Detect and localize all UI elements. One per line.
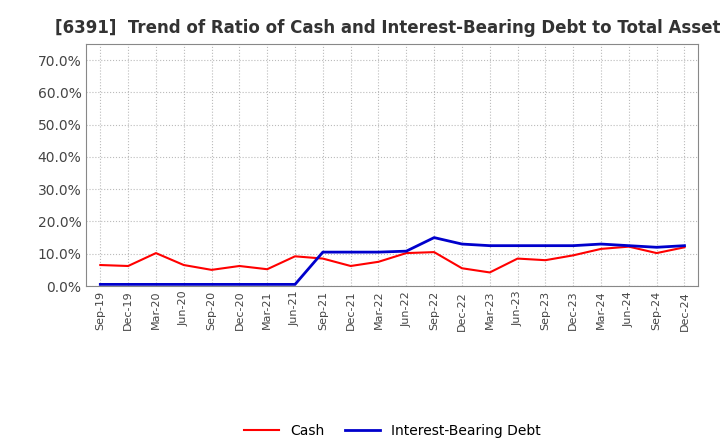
Interest-Bearing Debt: [485, 243, 494, 248]
Title: [6391]  Trend of Ratio of Cash and Interest-Bearing Debt to Total Assets: [6391] Trend of Ratio of Cash and Intere…: [55, 19, 720, 37]
Interest-Bearing Debt: [513, 243, 522, 248]
Cash: [624, 244, 633, 249]
Interest-Bearing Debt: [652, 245, 661, 250]
Interest-Bearing Debt: [541, 243, 550, 248]
Cash: [263, 267, 271, 272]
Interest-Bearing Debt: [179, 282, 188, 287]
Interest-Bearing Debt: [235, 282, 243, 287]
Cash: [513, 256, 522, 261]
Cash: [207, 267, 216, 272]
Cash: [430, 249, 438, 255]
Interest-Bearing Debt: [318, 249, 327, 255]
Interest-Bearing Debt: [569, 243, 577, 248]
Cash: [124, 264, 132, 269]
Cash: [485, 270, 494, 275]
Interest-Bearing Debt: [374, 249, 383, 255]
Cash: [458, 266, 467, 271]
Interest-Bearing Debt: [346, 249, 355, 255]
Cash: [541, 257, 550, 263]
Legend: Cash, Interest-Bearing Debt: Cash, Interest-Bearing Debt: [238, 419, 546, 440]
Interest-Bearing Debt: [430, 235, 438, 240]
Cash: [235, 264, 243, 269]
Cash: [346, 264, 355, 269]
Cash: [597, 246, 606, 252]
Cash: [652, 250, 661, 256]
Interest-Bearing Debt: [263, 282, 271, 287]
Cash: [291, 254, 300, 259]
Interest-Bearing Debt: [207, 282, 216, 287]
Cash: [374, 259, 383, 264]
Interest-Bearing Debt: [680, 243, 689, 248]
Line: Cash: Cash: [100, 247, 685, 272]
Cash: [152, 250, 161, 256]
Interest-Bearing Debt: [124, 282, 132, 287]
Cash: [318, 256, 327, 261]
Cash: [179, 262, 188, 268]
Interest-Bearing Debt: [291, 282, 300, 287]
Cash: [96, 262, 104, 268]
Cash: [680, 245, 689, 250]
Interest-Bearing Debt: [458, 242, 467, 247]
Interest-Bearing Debt: [402, 249, 410, 254]
Interest-Bearing Debt: [96, 282, 104, 287]
Interest-Bearing Debt: [152, 282, 161, 287]
Line: Interest-Bearing Debt: Interest-Bearing Debt: [100, 238, 685, 284]
Interest-Bearing Debt: [624, 243, 633, 248]
Cash: [402, 250, 410, 256]
Interest-Bearing Debt: [597, 242, 606, 247]
Cash: [569, 253, 577, 258]
